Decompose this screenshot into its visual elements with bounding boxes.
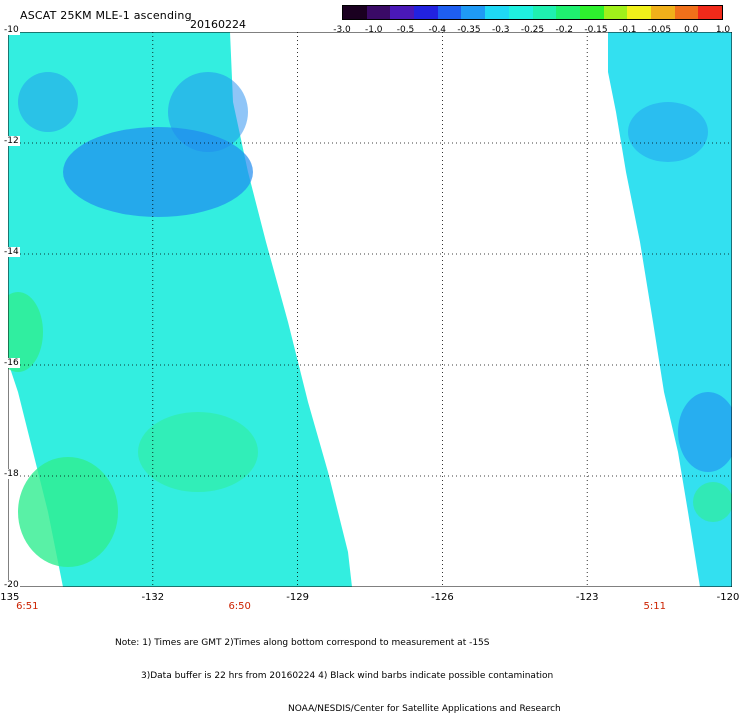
color-scale-segment (366, 6, 391, 19)
color-scale-segment (532, 6, 557, 19)
map-title: ASCAT 25KM MLE-1 ascending (20, 9, 192, 22)
east-swath (608, 32, 732, 587)
east-swath-low-region (628, 102, 708, 162)
color-scale-bar (342, 5, 723, 20)
color-scale-tick: 1.0 (715, 25, 731, 35)
color-scale-segment (437, 6, 462, 19)
color-scale-segment (674, 6, 699, 19)
longitude-label: -132 (141, 592, 165, 603)
color-scale-segment (556, 6, 580, 19)
west-swath-high-region (18, 457, 118, 567)
color-scale-tick: -0.4 (428, 25, 447, 35)
east-swath-high-region (693, 482, 732, 522)
longitude-label: -120 (716, 592, 740, 603)
color-scale-segment (414, 6, 438, 19)
note-line-2: 3)Data buffer is 22 hrs from 20160224 4)… (141, 671, 554, 681)
color-scale-tick: -0.5 (396, 25, 415, 35)
color-scale-segment (627, 6, 651, 19)
note-line-3: NOAA/NESDIS/Center for Satellite Applica… (288, 704, 561, 714)
color-scale-ticks: -3.0 -1.0 -0.5 -0.4 -0.35 -0.3 -0.25 -0.2 -0.15-… (330, 25, 740, 37)
grid-lines (8, 32, 732, 587)
color-scale-segment (508, 6, 533, 19)
west-swath-low-region (168, 72, 248, 152)
color-scale-tick: -3.0 (333, 25, 351, 35)
color-scale-tick: -0.3 (491, 25, 510, 35)
longitude-label: -135 (0, 592, 20, 603)
latitude-label: -14 (3, 247, 20, 257)
west-swath-low-region (18, 72, 78, 132)
wind-map (8, 32, 732, 587)
color-scale-tick: -0.05 (647, 25, 672, 35)
color-scale-tick: -0.25 (520, 25, 545, 35)
latitude-label: -16 (3, 358, 20, 368)
color-scale-tick: -0.35 (457, 25, 481, 35)
pass-time-label: 6:51 (16, 601, 39, 612)
color-scale-segment (698, 6, 722, 19)
color-scale-segment (485, 6, 509, 19)
map-date: 20160224 (190, 18, 246, 31)
pass-time-label: 6:50 (228, 601, 251, 612)
color-scale-tick: -0.2 (555, 25, 574, 35)
latitude-label: -18 (3, 469, 20, 479)
color-scale-segment (461, 6, 486, 19)
note-line-1: Note: 1) Times are GMT 2)Times along bot… (115, 638, 490, 648)
color-scale-segment (343, 6, 367, 19)
color-scale-tick: -0.1 (618, 25, 637, 35)
longitude-label: -123 (575, 592, 599, 603)
pass-time-label: 5:11 (643, 601, 666, 612)
color-scale-segment (603, 6, 628, 19)
notes-block: Note: 1) Times are GMT 2)Times along bot… (115, 616, 561, 726)
latitude-label: -20 (3, 580, 20, 590)
west-swath (8, 32, 352, 587)
color-scale-tick: -0.15 (584, 25, 608, 35)
east-swath-low-region (678, 392, 732, 472)
color-scale-segment (390, 6, 415, 19)
west-swath-high-region (8, 292, 43, 372)
latitude-label: -12 (3, 136, 20, 146)
west-swath-high-region (138, 412, 258, 492)
latitude-label: -10 (3, 25, 20, 35)
longitude-label: -129 (286, 592, 309, 603)
color-scale-tick: 0.0 (684, 25, 699, 35)
color-scale-segment (650, 6, 675, 19)
longitude-label: -126 (431, 592, 454, 603)
color-scale-segment (579, 6, 604, 19)
color-scale-tick: -1.0 (364, 25, 383, 35)
